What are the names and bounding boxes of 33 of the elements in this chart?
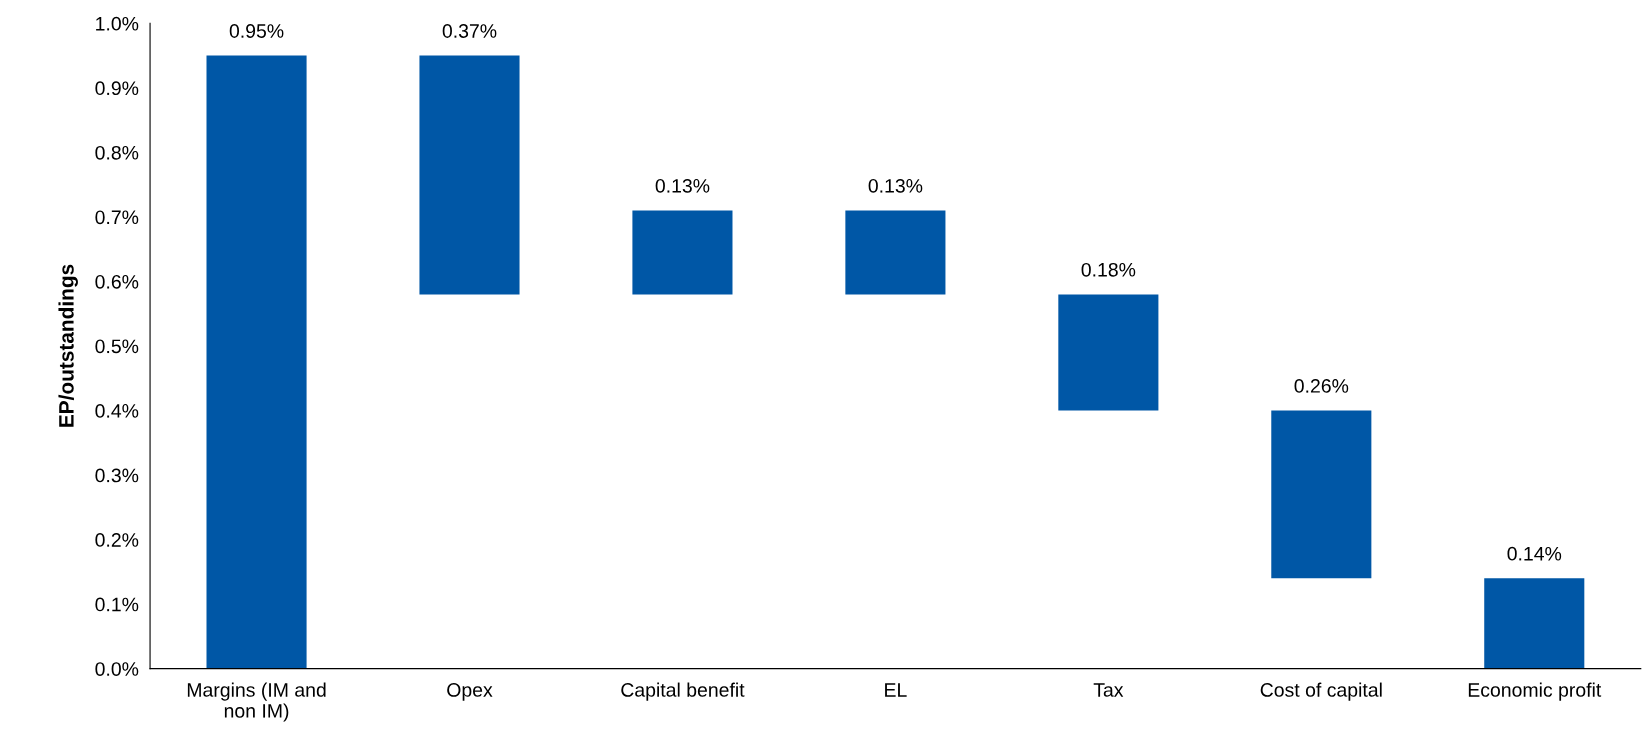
y-tick-label: 0.2%: [95, 533, 139, 547]
y-tick-label: 0.7%: [95, 210, 139, 225]
y-tick-label: 0.9%: [95, 81, 139, 96]
y-tick-label: 0.8%: [95, 145, 139, 160]
bar: [419, 55, 520, 295]
y-tick-label: 0.4%: [95, 404, 139, 418]
data-label: 0.26%: [1294, 379, 1349, 393]
y-tick-label: 1.0%: [96, 16, 139, 31]
y-tick-label: 0.0%: [95, 662, 139, 676]
data-label: 0.13%: [868, 178, 923, 193]
x-tick-label: EL: [885, 683, 907, 697]
y-axis-title: EP/outstandings: [58, 264, 78, 427]
data-label: 0.18%: [1081, 262, 1136, 277]
x-tick-label: Cost of capital: [1260, 682, 1382, 701]
data-label: 0.13%: [655, 178, 710, 193]
y-tick-label: 0.1%: [95, 597, 139, 612]
x-tick-label: Opex: [447, 683, 493, 701]
y-tick-label: 0.6%: [95, 274, 139, 289]
data-label: 0.37%: [442, 24, 497, 38]
bar: [1058, 294, 1159, 411]
bar: [206, 55, 307, 669]
x-tick-label: Margins (IM and non IM): [187, 682, 326, 722]
bar: [1484, 578, 1585, 669]
x-tick-label: Economic profit: [1468, 682, 1602, 701]
data-label: 0.95%: [229, 24, 284, 38]
bar: [845, 210, 946, 295]
x-tick-label: Tax: [1093, 683, 1124, 697]
data-label: 0.14%: [1507, 546, 1562, 561]
x-tick-label: Capital benefit: [621, 682, 745, 701]
y-tick-label: 0.5%: [95, 339, 139, 354]
bar: [632, 210, 733, 295]
y-tick-label: 0.3%: [95, 468, 139, 483]
bar: [1271, 410, 1372, 579]
